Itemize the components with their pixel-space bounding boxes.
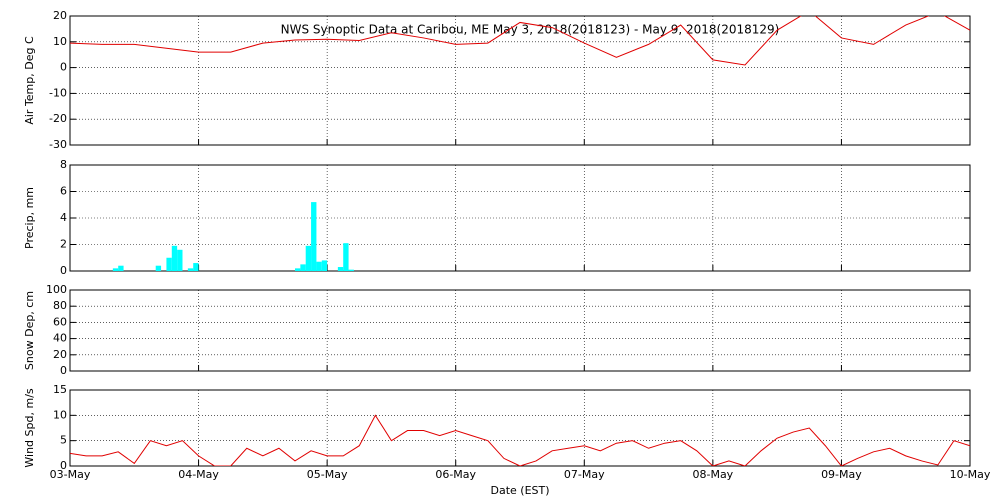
bar xyxy=(187,268,194,271)
bar xyxy=(295,268,301,271)
bar xyxy=(177,249,183,271)
bar xyxy=(118,265,124,271)
plot-frame xyxy=(69,389,971,467)
plot-area xyxy=(70,16,970,66)
y-tick-label: 100 xyxy=(46,283,67,296)
x-tick-label: 06-May xyxy=(435,468,476,481)
bar xyxy=(193,263,199,271)
bar xyxy=(171,245,178,271)
y-tick-label: 8 xyxy=(60,158,67,171)
y-tick-label: -20 xyxy=(49,112,67,125)
y-tick-label: 0 xyxy=(60,364,67,377)
y-tick-label: 2 xyxy=(60,238,67,251)
y-tick-label: 40 xyxy=(53,332,67,345)
y-tick-label: 20 xyxy=(53,9,67,22)
bar xyxy=(305,245,312,271)
plot-frame xyxy=(69,164,971,272)
x-tick-label: 07-May xyxy=(564,468,605,481)
y-tick-label: -10 xyxy=(49,86,67,99)
y-tick-label: 5 xyxy=(60,434,67,447)
bar xyxy=(348,269,354,271)
y-tick-label: 10 xyxy=(53,408,67,421)
bar xyxy=(300,264,306,271)
bar xyxy=(337,267,344,271)
y-tick-label: 4 xyxy=(60,211,67,224)
x-axis-label: Date (EST) xyxy=(490,484,549,497)
x-tick-label: 05-May xyxy=(307,468,348,481)
y-axis-label: Snow Dep, cm xyxy=(23,291,36,370)
y-tick-label: 20 xyxy=(53,348,67,361)
bar xyxy=(343,243,349,271)
plot-frame xyxy=(69,289,971,372)
y-tick-label: 0 xyxy=(60,459,67,472)
y-axis-label: Precip, mm xyxy=(23,187,36,249)
y-tick-label: 6 xyxy=(60,185,67,198)
plot-area xyxy=(70,414,970,466)
bar xyxy=(155,265,162,271)
x-tick-label: 08-May xyxy=(692,468,733,481)
data-line xyxy=(70,414,970,466)
x-tick-label: 04-May xyxy=(178,468,219,481)
y-axis-label: Air Temp, Deg C xyxy=(23,36,36,125)
x-tick-label: 03-May xyxy=(50,468,91,481)
y-tick-label: 80 xyxy=(53,299,67,312)
y-tick-label: 15 xyxy=(53,383,67,396)
bar xyxy=(112,268,119,271)
y-tick-label: 10 xyxy=(53,35,67,48)
y-tick-label: 0 xyxy=(60,264,67,277)
y-tick-label: -30 xyxy=(49,138,67,151)
y-tick-label: 0 xyxy=(60,61,67,74)
bar xyxy=(311,202,317,271)
bar xyxy=(321,260,328,271)
x-tick-label: 09-May xyxy=(821,468,862,481)
x-tick-label: 10-May xyxy=(950,468,991,481)
chart-title: NWS Synoptic Data at Caribou, ME May 3, … xyxy=(281,23,780,37)
y-tick-label: 60 xyxy=(53,315,67,328)
plot-area xyxy=(112,202,354,271)
data-line xyxy=(70,16,970,66)
y-axis-label: Wind Spd, m/s xyxy=(23,388,36,468)
plot-frame xyxy=(69,15,971,146)
bar xyxy=(316,261,322,271)
bar xyxy=(166,257,172,271)
